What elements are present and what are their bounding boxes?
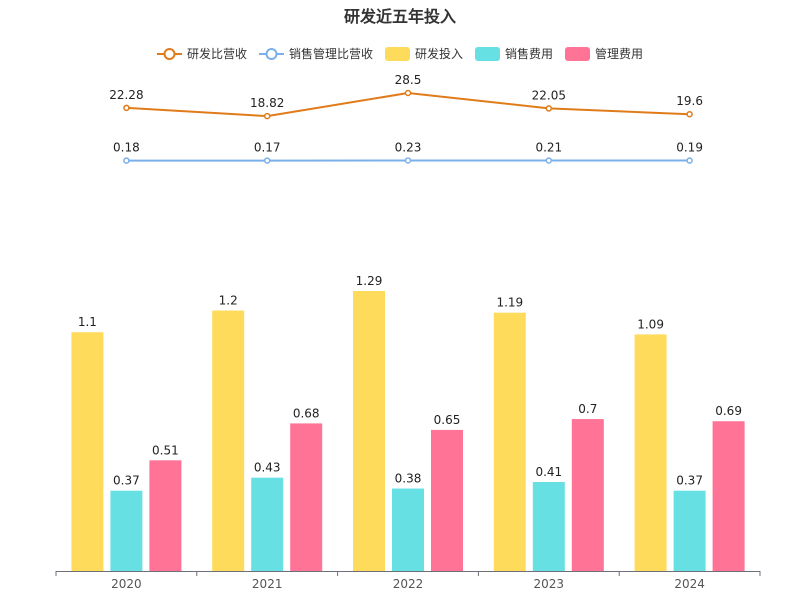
bar-0-0 — [71, 332, 104, 571]
x-tick-label-1: 2021 — [252, 577, 283, 591]
bar-1-1 — [251, 477, 284, 571]
bar-1-2 — [392, 488, 424, 571]
legend-label-1: 销售管理比营收 — [289, 46, 373, 61]
line-point-1-2 — [404, 157, 412, 164]
bar-2-3 — [571, 419, 604, 571]
line-point-1-4 — [686, 157, 693, 164]
legend: 研发比营收 销售管理比营收 研发投入 销售费用 管理费用 — [157, 46, 643, 61]
line-point-0-3 — [545, 105, 553, 112]
bar-data-label-0-1: 1.2 — [219, 294, 238, 308]
line-data-label-0-1: 18.82 — [250, 96, 284, 110]
legend-label-0: 研发比营收 — [187, 46, 247, 61]
line-point-0-0 — [123, 104, 130, 112]
legend-bar-swatch — [385, 47, 410, 61]
bar-data-label-0-3: 1.19 — [496, 296, 523, 310]
bar-series-0: 1.1 1.2 1.29 1.19 1.09 — [71, 274, 667, 571]
bar-data-label-1-1: 0.43 — [254, 461, 281, 475]
line-data-label-1-2: 0.23 — [395, 140, 422, 154]
line-data-label-1-4: 0.19 — [676, 141, 703, 155]
bar-data-label-1-2: 0.38 — [395, 472, 422, 486]
bar-1-3 — [532, 482, 565, 571]
bar-series-layer: 1.11.21.291.191.090.370.430.38 0.410.370.… — [71, 274, 745, 571]
bar-data-label-2-0: 0.51 — [152, 443, 179, 457]
bar-data-label-2-2: 0.65 — [434, 413, 461, 427]
line-series-1: 0.18 0.17 0.23 0.21 0.19 — [113, 140, 703, 164]
bar-1-4 — [673, 490, 706, 571]
line-data-label-0-3: 22.05 — [532, 88, 566, 102]
bar-data-label-1-0: 0.37 — [113, 474, 140, 488]
legend-label-3: 销售费用 — [505, 46, 553, 61]
line-series-0: 22.28 18.82 28.5 22.05 19.6 — [109, 73, 703, 120]
legend-bar-swatch — [565, 47, 590, 61]
line-point-1-3 — [545, 157, 553, 164]
bar-data-label-2-1: 0.68 — [293, 406, 320, 420]
line-point-1-0 — [123, 157, 130, 164]
bar-0-1 — [212, 310, 245, 571]
bar-data-label-2-4: 0.69 — [715, 404, 742, 418]
line-point-0-4 — [686, 110, 693, 118]
x-tick-label-2: 2022 — [393, 577, 424, 591]
bar-data-label-0-0: 1.1 — [78, 315, 97, 329]
line-point-0-2 — [404, 89, 412, 97]
x-axis: 2020 2021 2022 2023 2024 — [55, 571, 761, 591]
bar-series-2: 0.51 0.68 0.65 0.7 0.69 — [149, 402, 745, 571]
legend-label-2: 研发投入 — [415, 46, 463, 61]
line-data-label-0-2: 28.5 — [395, 73, 422, 87]
legend-marker-swatch — [265, 48, 278, 60]
x-tick-label-4: 2024 — [674, 577, 705, 591]
chart-title: 研发近五年投入 — [344, 7, 456, 26]
bar-data-label-0-4: 1.09 — [637, 317, 664, 331]
bar-data-label-2-3: 0.7 — [578, 402, 597, 416]
bar-2-4 — [712, 421, 745, 571]
bar-data-label-1-4: 0.37 — [676, 474, 703, 488]
legend-marker-swatch — [163, 48, 176, 60]
bar-series-1: 0.37 0.43 0.38 0.41 0.37 — [110, 461, 706, 571]
line-data-label-1-3: 0.21 — [535, 140, 562, 154]
bar-0-2 — [353, 291, 385, 571]
legend-item-2: 研发投入 — [385, 46, 463, 61]
bar-0-4 — [634, 334, 667, 571]
legend-label-4: 管理费用 — [595, 46, 643, 61]
line-data-label-0-4: 19.6 — [676, 94, 703, 108]
x-tick-label-0: 2020 — [111, 577, 142, 591]
legend-item-1: 销售管理比营收 — [259, 46, 373, 61]
bar-2-0 — [149, 460, 182, 571]
legend-item-3: 销售费用 — [475, 46, 553, 61]
line-path-0 — [126, 91, 690, 118]
line-data-label-0-0: 22.28 — [109, 88, 143, 102]
bar-2-2 — [431, 429, 463, 571]
bar-2-1 — [290, 423, 323, 571]
bar-data-label-1-3: 0.41 — [535, 465, 562, 479]
legend-item-4: 管理费用 — [565, 46, 643, 61]
bar-1-0 — [110, 490, 143, 571]
line-point-1-1 — [263, 157, 271, 164]
legend-bar-swatch — [475, 47, 500, 61]
bar-data-label-0-2: 1.29 — [356, 274, 383, 288]
line-point-0-1 — [263, 112, 271, 120]
bar-0-3 — [493, 312, 526, 571]
line-data-label-1-0: 0.18 — [113, 141, 140, 155]
line-data-label-1-1: 0.17 — [254, 141, 281, 155]
x-tick-label-3: 2023 — [534, 577, 565, 591]
legend-item-0: 研发比营收 — [157, 46, 247, 61]
